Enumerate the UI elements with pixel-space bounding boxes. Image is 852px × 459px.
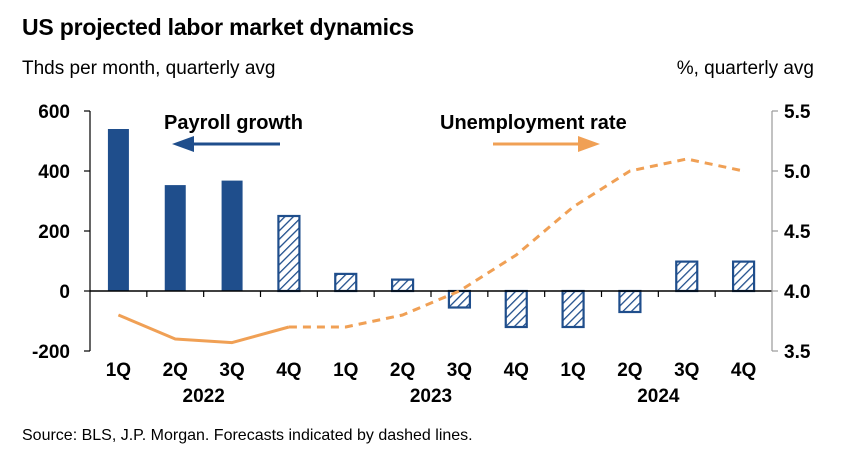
x-tick-label: 4Q (504, 360, 529, 381)
x-tick-label: 2Q (617, 360, 642, 381)
x-tick-label: 2Q (390, 360, 415, 381)
payroll-bar (277, 214, 301, 293)
unemployment-line-actual (117, 313, 290, 345)
payroll-bar (675, 260, 699, 293)
source-note: Source: BLS, J.P. Morgan. Forecasts indi… (22, 427, 473, 444)
unemployment-arrow-head (578, 136, 600, 152)
right-tick-label: 4.0 (784, 282, 810, 303)
x-tick-label: 3Q (674, 360, 699, 381)
payroll-bar (221, 180, 243, 291)
right-axis-units: %, quarterly avg (676, 58, 814, 79)
payroll-bars (107, 129, 756, 329)
left-tick-label: 600 (38, 102, 70, 123)
payroll-bar (334, 272, 358, 293)
unemployment-line (117, 157, 744, 345)
right-tick-label: 4.5 (784, 222, 811, 243)
payroll-bar (107, 129, 129, 291)
series-annotations: Payroll growth Unemployment rate (164, 112, 627, 152)
right-tick-label: 5.5 (784, 102, 811, 123)
left-tick-label: 200 (38, 222, 70, 243)
right-tick-label: 5.0 (784, 162, 810, 183)
axes (84, 110, 778, 352)
chart-title: US projected labor market dynamics (22, 14, 415, 40)
payroll-bar (731, 260, 756, 293)
x-tick-label: 1Q (106, 360, 131, 381)
year-label: 2023 (410, 386, 452, 407)
payroll-arrow-head (172, 136, 194, 152)
left-tick-label: -200 (32, 342, 70, 363)
x-tick-label: 3Q (447, 360, 472, 381)
left-tick-label: 400 (38, 162, 70, 183)
left-tick-label: 0 (59, 282, 70, 303)
payroll-bar (561, 289, 585, 329)
payroll-bar (390, 278, 415, 293)
x-tick-label: 1Q (560, 360, 585, 381)
year-label: 2024 (637, 386, 680, 407)
payroll-bar (164, 185, 186, 291)
left-axis-units: Thds per month, quarterly avg (22, 58, 276, 79)
payroll-growth-label: Payroll growth (164, 112, 303, 134)
x-tick-label: 3Q (219, 360, 244, 381)
x-tick-label: 2Q (163, 360, 188, 381)
x-tick-label: 4Q (731, 360, 756, 381)
unemployment-rate-label: Unemployment rate (440, 112, 627, 134)
payroll-bar (618, 289, 642, 314)
x-tick-label: 4Q (276, 360, 301, 381)
right-tick-label: 3.5 (784, 342, 811, 363)
tick-labels: -200 0 200 400 600 3.5 4.0 4.5 5.0 5.5 1Q 2Q 3Q 4Q 1Q 2… (32, 102, 811, 407)
payroll-bar (504, 289, 528, 329)
year-label: 2022 (183, 386, 225, 407)
x-tick-label: 1Q (333, 360, 358, 381)
